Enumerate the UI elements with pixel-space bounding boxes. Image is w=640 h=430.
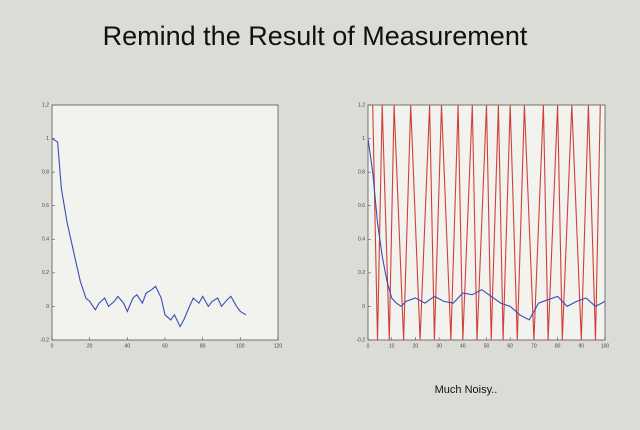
x-tick-label: 20 [413,343,419,349]
note: Much Noisy.. [435,384,498,396]
y-tick-label: 0.8 [42,169,49,175]
y-tick-label: 0.4 [358,237,365,243]
x-tick-label: 80 [200,343,206,349]
y-tick-label: 0.2 [42,270,49,276]
x-tick-label: 10 [389,343,395,349]
x-tick-label: 100 [236,343,245,349]
x-tick-label: 30 [436,343,442,349]
slide-title: Remind the Result of Measurement [103,21,528,51]
data-line [372,105,601,340]
x-tick-label: 80 [555,343,561,349]
data-line [368,138,605,321]
plot-area [51,104,279,341]
y-tick-label: 0.6 [358,203,365,209]
y-tick-label: 1 [362,136,365,142]
data-line [52,138,247,328]
x-tick-label: 60 [162,343,168,349]
y-tick-label: 0.2 [358,270,365,276]
y-tick-label: 1 [46,136,49,142]
x-tick-label: 0 [367,343,370,349]
y-tick-label: -0.2 [356,337,365,343]
x-tick-label: 120 [274,343,283,349]
x-tick-label: 100 [601,343,610,349]
y-tick-label: 1.2 [358,102,365,108]
y-tick-label: 0 [362,304,365,310]
x-tick-label: 50 [484,343,490,349]
x-tick-label: 90 [579,343,585,349]
x-tick-label: 70 [531,343,537,349]
x-tick-label: 0 [51,343,54,349]
y-tick-label: 0.4 [42,237,49,243]
y-tick-label: 0 [46,304,49,310]
x-tick-label: 20 [87,343,93,349]
y-tick-label: 0.8 [358,169,365,175]
x-tick-label: 40 [460,343,466,349]
y-tick-label: 1.2 [42,102,49,108]
x-tick-label: 40 [125,343,131,349]
y-tick-label: 0.6 [42,203,49,209]
y-tick-label: -0.2 [40,337,49,343]
x-tick-label: 60 [507,343,513,349]
